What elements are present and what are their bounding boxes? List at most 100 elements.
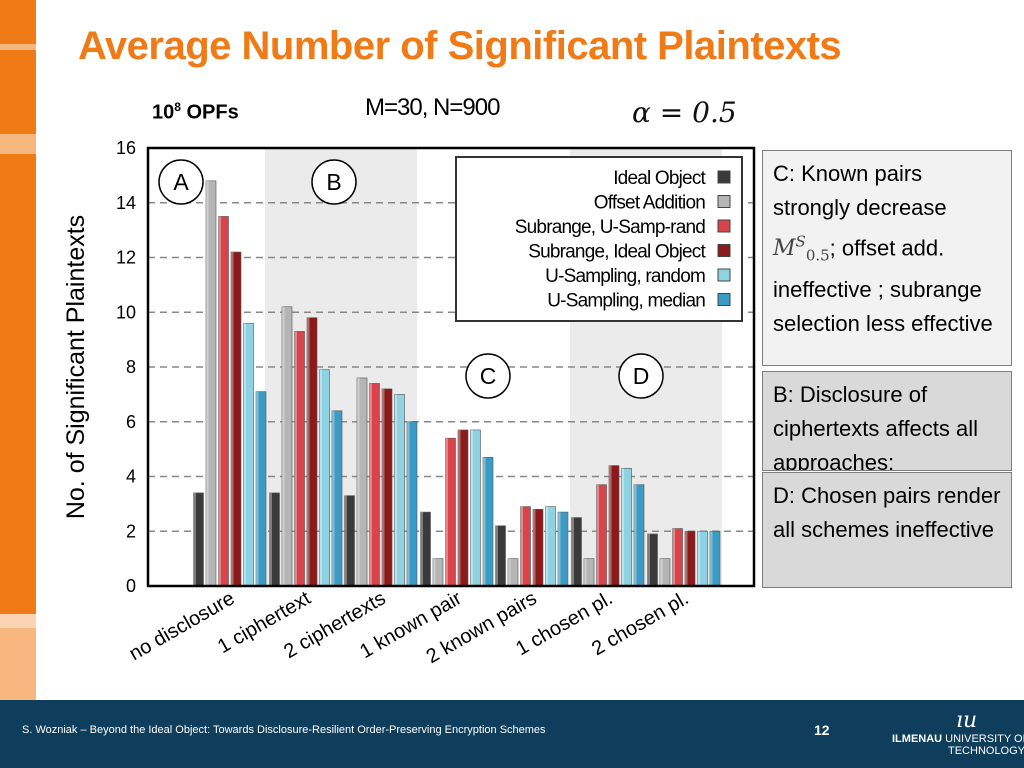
bar-highlight <box>672 528 675 586</box>
note-c-line1: C: Known pairs strongly decrease <box>773 161 947 220</box>
bar-highlight <box>710 531 713 586</box>
bar-highlight <box>256 391 259 586</box>
bar-highlight <box>420 512 423 586</box>
bar-highlight <box>571 517 574 586</box>
logo-bold: ILMENAU <box>892 733 943 745</box>
bar-highlight <box>520 506 523 586</box>
region-b-circle <box>311 159 357 205</box>
bar-highlight <box>458 429 461 586</box>
region-a-circle <box>158 159 204 205</box>
bar-highlight <box>634 484 637 586</box>
legend-label-2: Subrange, U-Samp-rand <box>515 217 705 238</box>
y-axis-label: No. of Significant Plaintexts <box>62 215 90 519</box>
m-symbol-sup: S <box>795 233 806 251</box>
bar-highlight <box>433 558 436 586</box>
bar-highlight <box>394 394 397 586</box>
m-symbol-sub: 0.5 <box>805 246 830 265</box>
note-c-line2: ; offset add. ineffective ; subrange sel… <box>773 235 993 336</box>
y-tick-label-8: 8 <box>126 357 136 377</box>
bar-highlight <box>558 512 561 586</box>
bar-highlight <box>231 252 234 586</box>
footer-citation: S. Wozniak – Beyond the Ideal Object: To… <box>22 724 546 736</box>
legend-swatch-3 <box>717 244 731 257</box>
m-symbol-base: M <box>773 236 796 262</box>
bar-chart: 0 2 4 6 8 10 12 14 16 No. of Significant Plaintex… <box>62 138 756 668</box>
bar-highlight <box>647 533 650 586</box>
bar-highlight <box>495 525 498 586</box>
region-c-circle <box>465 353 511 399</box>
bar-highlight <box>596 484 599 586</box>
bar-highlight <box>282 306 285 586</box>
bar-highlight <box>344 495 347 586</box>
params-label: M=30, N=900 <box>365 94 500 121</box>
y-tick-label-16: 16 <box>116 138 136 158</box>
bar-highlight <box>533 509 536 586</box>
y-tick-label-4: 4 <box>126 467 136 487</box>
legend-label-4: U-Sampling, random <box>545 266 705 287</box>
bar-highlight <box>319 369 322 586</box>
bar-highlight <box>584 558 587 586</box>
logo-rest: UNIVERSITY OF <box>942 733 1024 745</box>
region-d-label: D <box>633 363 650 389</box>
bar-highlight <box>697 531 700 586</box>
legend-swatch-1 <box>717 195 731 208</box>
bar-highlight <box>382 388 385 586</box>
bar-highlight <box>545 506 548 586</box>
strip-block <box>0 0 36 44</box>
region-d-circle <box>618 353 664 399</box>
bar-highlight <box>332 410 335 586</box>
bar-highlight <box>621 468 624 586</box>
strip-block <box>0 614 36 628</box>
legend-swatch-2 <box>717 219 731 233</box>
bar-highlight <box>206 180 209 586</box>
region-a-label: A <box>173 169 189 195</box>
bar-highlight <box>483 457 486 586</box>
bar-highlight <box>407 421 410 586</box>
legend-box <box>455 156 743 322</box>
bar-highlight <box>609 465 612 586</box>
y-tick-label-6: 6 <box>126 412 136 432</box>
strip-block <box>0 134 36 154</box>
opfs-label: 108 OPFs <box>152 100 239 125</box>
bar-highlight <box>307 317 310 586</box>
bar-highlight <box>357 377 360 586</box>
y-tick-label-10: 10 <box>116 302 136 322</box>
y-tick-label-12: 12 <box>116 248 136 268</box>
page-number: 12 <box>814 722 830 738</box>
legend-label-1: Offset Addition <box>594 193 705 214</box>
legend-swatch-0 <box>717 170 731 184</box>
bar-highlight <box>193 492 196 586</box>
note-c: C: Known pairs strongly decrease MS0.5; … <box>762 150 1012 366</box>
footer-bar: S. Wozniak – Beyond the Ideal Object: To… <box>0 700 1024 768</box>
region-b-label: B <box>326 169 341 195</box>
logo-line-1: ILMENAU UNIVERSITY OF <box>892 733 1024 745</box>
opfs-unit: OPFs <box>186 101 239 124</box>
opfs-base: 10 <box>152 101 175 124</box>
strip-block <box>0 50 36 134</box>
region-c-label: C <box>480 363 497 389</box>
legend-swatch-4 <box>717 268 731 282</box>
legend-label-0: Ideal Object <box>613 168 706 189</box>
legend-label-5: U-Sampling, median <box>547 291 705 312</box>
note-b: B: Disclosure of ciphertexts affects all… <box>762 371 1012 471</box>
bar-highlight <box>508 558 511 586</box>
strip-block <box>0 154 36 614</box>
opfs-exponent: 8 <box>174 100 181 114</box>
slide-title: Average Number of Significant Plaintexts <box>78 24 842 68</box>
y-tick-label-2: 2 <box>126 521 136 541</box>
bar-highlight <box>294 331 297 586</box>
bar-highlight <box>269 492 272 586</box>
strip-block <box>0 628 36 700</box>
y-tick-label-14: 14 <box>116 193 136 213</box>
legend-label-3: Subrange, Ideal Object <box>528 242 706 263</box>
bar-highlight <box>685 531 688 586</box>
logo-mark-icon: ıu <box>956 708 978 733</box>
legend-swatch-5 <box>717 293 731 306</box>
note-d: D: Chosen pairs render all schemes ineff… <box>762 472 1012 588</box>
bar-highlight <box>470 429 473 586</box>
logo-line-2: TECHNOLOGY <box>948 745 1024 757</box>
left-accent-strip <box>0 0 36 700</box>
y-tick-label-0: 0 <box>126 576 136 596</box>
m-symbol: MS0.5 <box>773 233 830 265</box>
bar-highlight <box>369 383 372 586</box>
